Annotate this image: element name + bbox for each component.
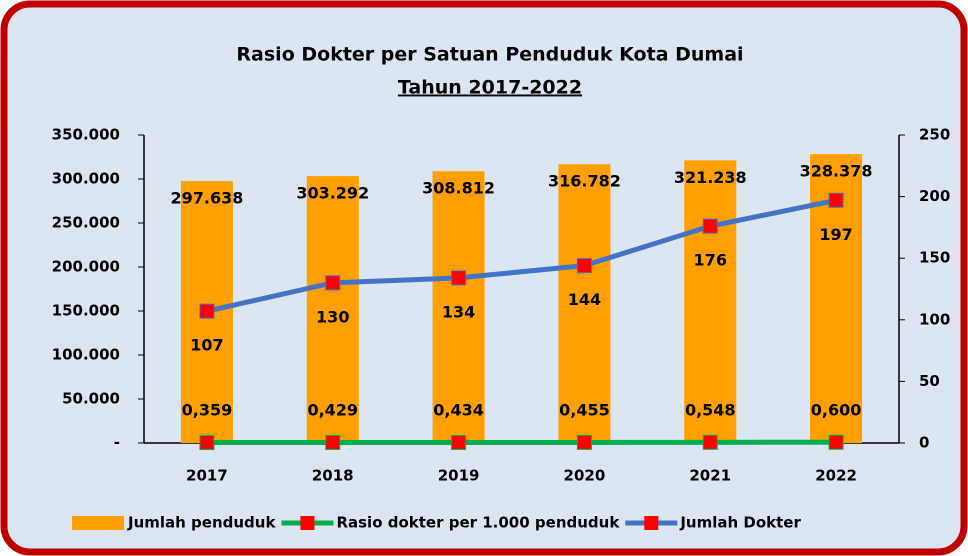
legend-marker: [300, 516, 315, 530]
bar: [558, 164, 611, 443]
data-label: 134: [442, 302, 475, 321]
data-label: 316.782: [548, 172, 621, 191]
y-tick-label: 300.000: [52, 170, 120, 188]
y2-tick-label: 200: [919, 187, 950, 205]
data-label: 303.292: [296, 184, 369, 203]
x-tick-label: 2017: [186, 467, 228, 485]
chart-title: Rasio Dokter per Satuan Penduduk Kota Du…: [236, 44, 743, 66]
y2-tick-label: 50: [919, 372, 940, 390]
data-label: 0,548: [685, 401, 736, 420]
data-label: 0,429: [307, 401, 358, 420]
y-tick-label: 50.000: [62, 390, 120, 408]
line: [206, 197, 837, 314]
legend-label: Jumlah Dokter: [679, 514, 801, 532]
x-tick-label: 2022: [815, 467, 857, 485]
data-label: 0,359: [182, 401, 233, 420]
data-label: 0,434: [433, 401, 484, 420]
legend-marker: [644, 516, 659, 530]
y-tick-label: -: [114, 434, 120, 452]
bar: [684, 160, 737, 444]
data-label: 0,455: [559, 401, 610, 420]
marker: [199, 303, 215, 319]
y-tick-label: 350.000: [52, 126, 120, 144]
marker: [451, 270, 467, 286]
x-tick-label: 2019: [438, 467, 480, 485]
marker: [702, 218, 718, 234]
y-tick-label: 250.000: [52, 214, 120, 232]
data-label: 176: [694, 251, 727, 270]
data-label: 130: [316, 307, 349, 326]
marker: [199, 435, 215, 451]
y-tick-label: 200.000: [52, 258, 120, 276]
legend-label: Jumlah penduduk: [127, 514, 276, 532]
x-tick-label: 2018: [312, 467, 354, 485]
data-label: 328.378: [800, 162, 873, 181]
marker: [451, 434, 467, 450]
data-label: 321.238: [674, 168, 747, 187]
y2-tick-label: 100: [919, 310, 950, 328]
chart-subtitle: Tahun 2017-2022: [398, 77, 582, 99]
data-label: 297.638: [170, 189, 243, 208]
y-tick-label: 100.000: [52, 346, 120, 364]
bar: [432, 171, 485, 444]
legend-swatch: [72, 516, 124, 530]
x-tick-label: 2021: [689, 467, 731, 485]
marker: [576, 434, 592, 450]
legend-label: Rasio dokter per 1.000 penduduk: [336, 514, 620, 532]
marker: [828, 192, 844, 208]
marker: [828, 434, 844, 450]
x-tick-label: 2020: [564, 467, 606, 485]
y2-tick-label: 150: [919, 249, 950, 267]
y-tick-label: 150.000: [52, 302, 120, 320]
marker: [325, 434, 341, 450]
y2-tick-label: 0: [919, 434, 929, 452]
marker: [702, 434, 718, 450]
data-label: 144: [568, 290, 601, 309]
data-label: 308.812: [422, 179, 495, 198]
y2-tick-label: 250: [919, 126, 950, 144]
marker: [576, 258, 592, 274]
bar: [306, 176, 359, 444]
data-label: 197: [819, 225, 852, 244]
data-label: 107: [190, 336, 223, 355]
data-label: 0,600: [811, 401, 862, 420]
marker: [325, 275, 341, 291]
